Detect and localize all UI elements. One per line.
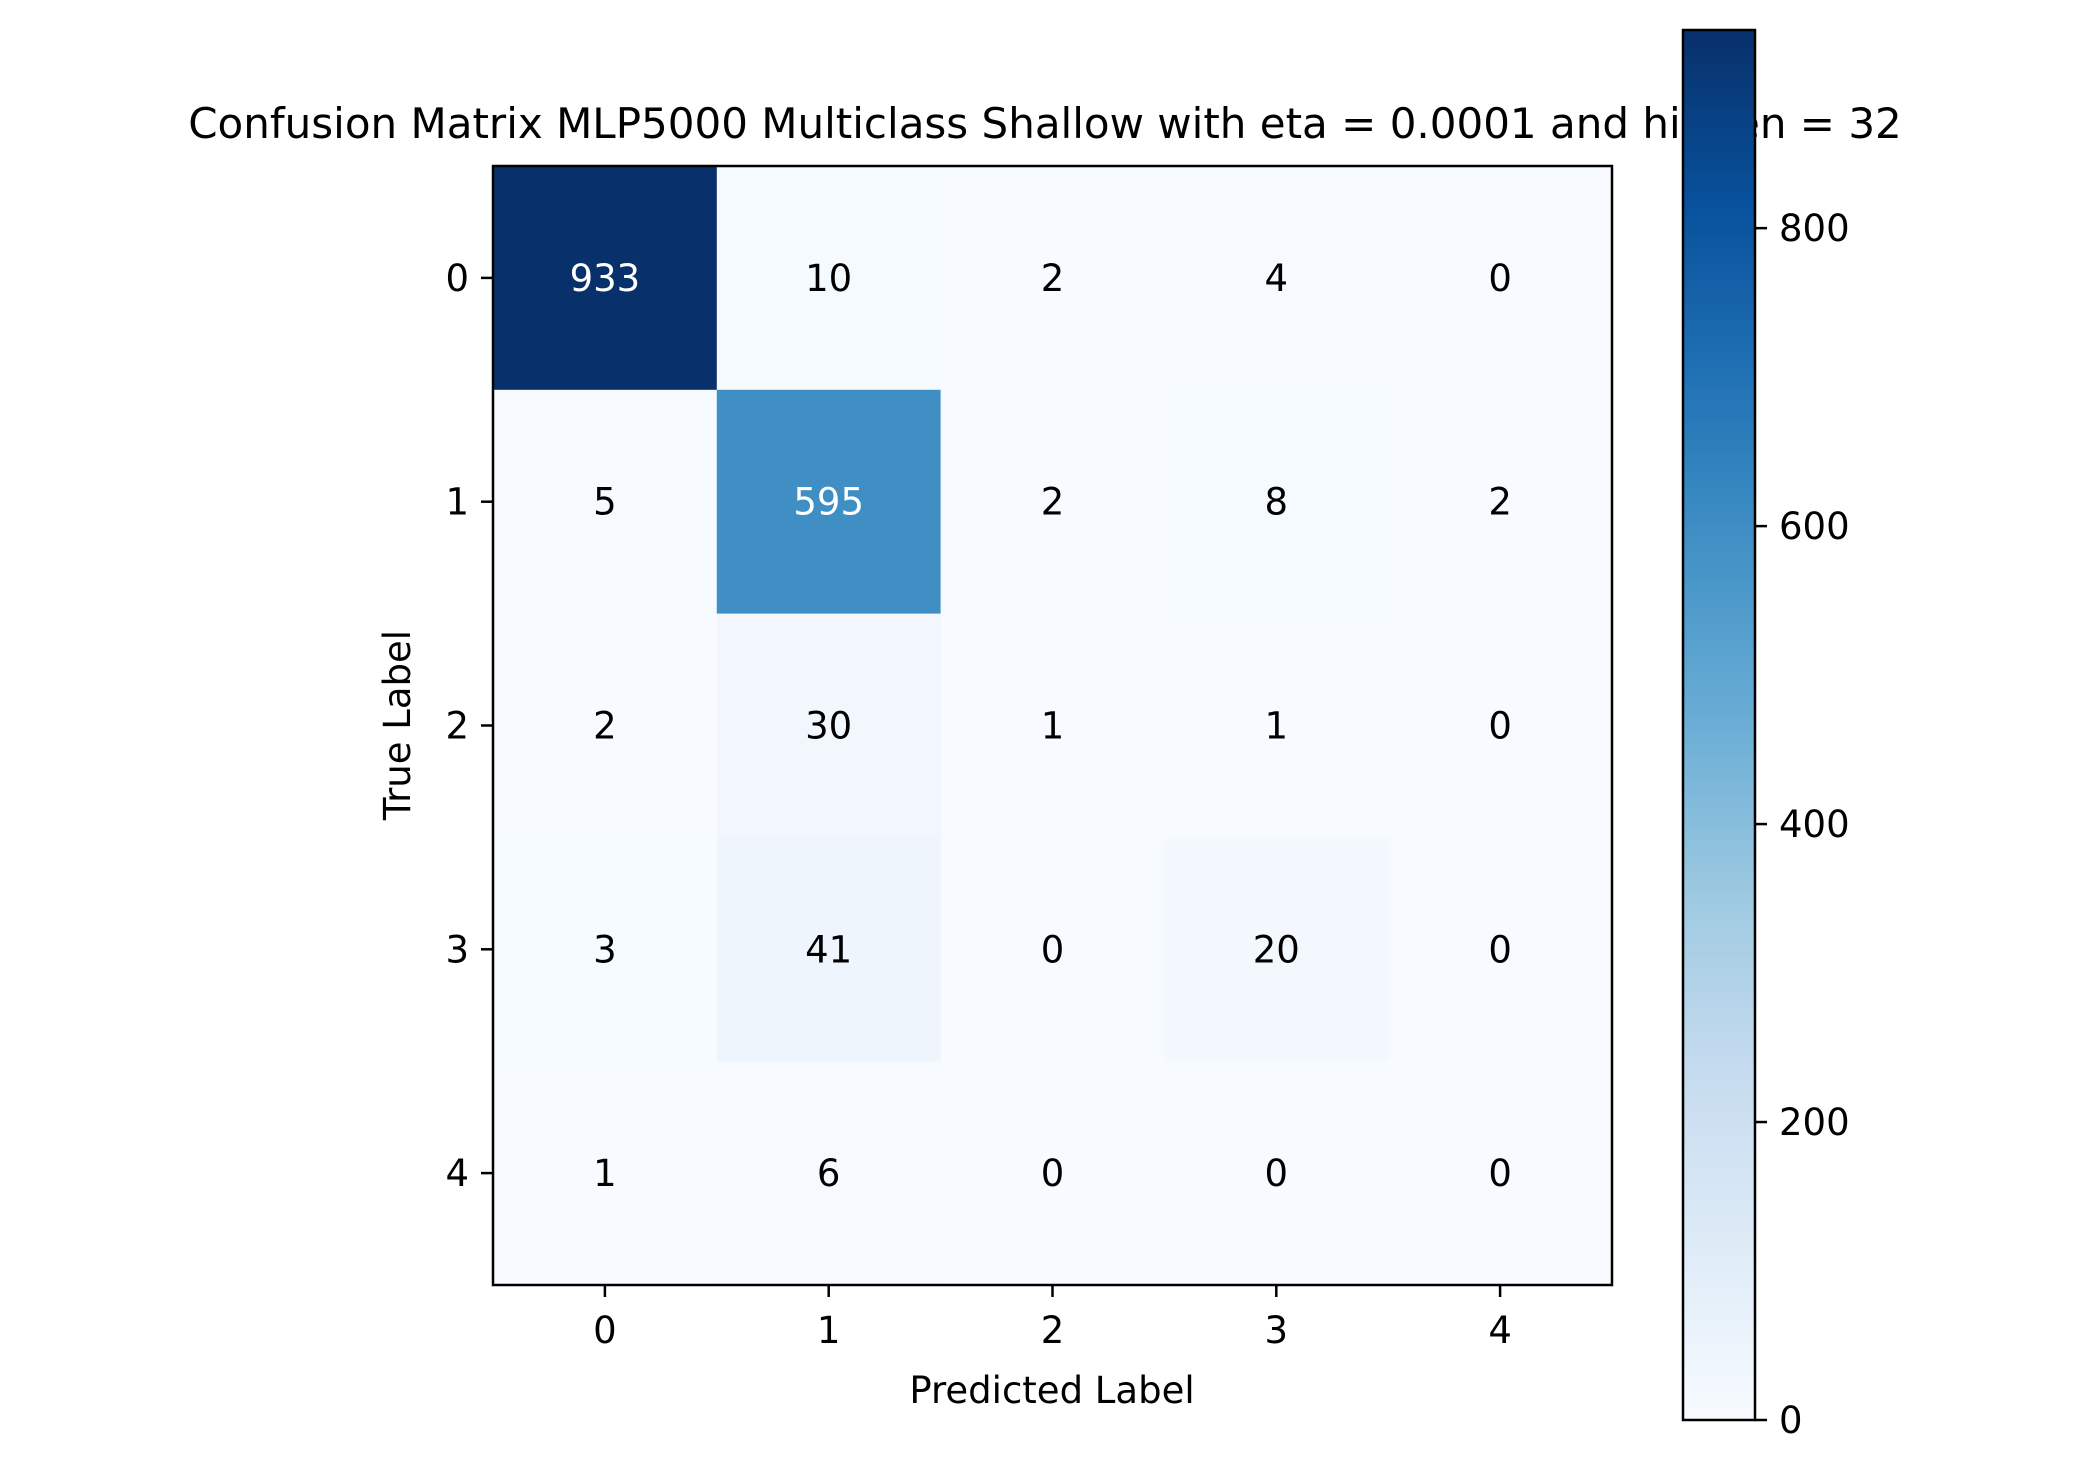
cell-0-4 xyxy=(1388,166,1613,391)
cell-1-2 xyxy=(940,389,1165,615)
cell-4-1 xyxy=(716,1061,942,1286)
colorbar-tick-label-400: 400 xyxy=(1779,803,1850,846)
cell-value-4-0: 1 xyxy=(593,1152,617,1195)
x-tick-label-3: 3 xyxy=(1265,1309,1289,1352)
cell-1-1 xyxy=(716,389,942,615)
y-axis-ticks: 0 1 2 3 4 xyxy=(445,257,493,1195)
cell-2-3 xyxy=(1164,613,1389,838)
cell-4-4 xyxy=(1388,1061,1613,1286)
colorbar-tick-label-0: 0 xyxy=(1779,1399,1803,1442)
cell-value-1-0: 5 xyxy=(593,481,617,524)
cell-2-1 xyxy=(716,613,942,838)
x-tick-label-0: 0 xyxy=(593,1309,617,1352)
colorbar xyxy=(1683,30,1755,1420)
x-tick-label-1: 1 xyxy=(817,1309,841,1352)
x-axis-ticks: 0 1 2 3 4 xyxy=(593,1285,1512,1352)
x-axis-label: Predicted Label xyxy=(909,1369,1194,1412)
chart-title: Confusion Matrix MLP5000 Multiclass Shal… xyxy=(188,99,1902,148)
heatmap-cells: 933 10 2 4 05 595 2 8 22 30 1 1 03 41 0 20 01 6 0 0 0 xyxy=(493,166,1613,1286)
cell-1-0 xyxy=(493,389,718,615)
cell-3-3 xyxy=(1164,837,1389,1062)
cell-1-3 xyxy=(1164,389,1389,615)
cell-3-0 xyxy=(493,837,718,1062)
cell-0-0 xyxy=(493,166,718,391)
cell-value-4-2: 0 xyxy=(1041,1152,1065,1195)
y-tick-label-1: 1 xyxy=(445,481,469,524)
cell-2-2 xyxy=(940,613,1165,838)
x-tick-label-4: 4 xyxy=(1488,1309,1512,1352)
cell-value-4-4: 0 xyxy=(1488,1152,1512,1195)
cell-value-3-1: 41 xyxy=(805,928,852,971)
y-tick-label-3: 3 xyxy=(445,928,469,971)
cell-value-2-3: 1 xyxy=(1265,705,1289,748)
colorbar-frame xyxy=(1681,28,1757,1422)
y-axis-label: True Label xyxy=(376,630,419,821)
cell-0-1 xyxy=(716,166,942,391)
cell-value-0-2: 2 xyxy=(1041,257,1065,300)
cell-3-4 xyxy=(1388,837,1613,1062)
cell-value-2-2: 1 xyxy=(1041,705,1065,748)
colorbar-tick-label-200: 200 xyxy=(1779,1101,1850,1144)
cell-value-1-4: 2 xyxy=(1488,481,1512,524)
cell-value-4-1: 6 xyxy=(817,1152,841,1195)
cell-value-2-4: 0 xyxy=(1488,705,1512,748)
y-tick-label-2: 2 xyxy=(445,705,469,748)
cell-value-2-0: 2 xyxy=(593,705,617,748)
cell-2-4 xyxy=(1388,613,1613,838)
cell-4-0 xyxy=(493,1061,718,1286)
cell-value-1-1: 595 xyxy=(793,481,864,524)
cell-value-0-0: 933 xyxy=(570,257,641,300)
colorbar-ticks: 0 200 400 600 800 xyxy=(1755,207,1850,1442)
cell-value-3-2: 0 xyxy=(1041,928,1065,971)
y-tick-label-4: 4 xyxy=(445,1152,469,1195)
cell-value-3-0: 3 xyxy=(593,928,617,971)
cell-value-3-3: 20 xyxy=(1253,928,1300,971)
cell-2-0 xyxy=(493,613,718,838)
colorbar-tick-label-800: 800 xyxy=(1779,207,1850,250)
cell-value-0-3: 4 xyxy=(1265,257,1289,300)
cell-0-3 xyxy=(1164,166,1389,391)
cell-value-4-3: 0 xyxy=(1265,1152,1289,1195)
cell-4-3 xyxy=(1164,1061,1389,1286)
x-tick-label-2: 2 xyxy=(1041,1309,1065,1352)
cell-value-2-1: 30 xyxy=(805,705,852,748)
cell-3-1 xyxy=(716,837,942,1062)
colorbar-tick-label-600: 600 xyxy=(1779,505,1850,548)
cell-value-1-2: 2 xyxy=(1041,481,1065,524)
cell-4-2 xyxy=(940,1061,1165,1286)
cell-value-0-4: 0 xyxy=(1488,257,1512,300)
cell-value-0-1: 10 xyxy=(805,257,852,300)
cell-1-4 xyxy=(1388,389,1613,615)
cell-value-1-3: 8 xyxy=(1265,481,1289,524)
cell-0-2 xyxy=(940,166,1165,391)
cell-3-2 xyxy=(940,837,1165,1062)
cell-value-3-4: 0 xyxy=(1488,928,1512,971)
y-tick-label-0: 0 xyxy=(445,257,469,300)
